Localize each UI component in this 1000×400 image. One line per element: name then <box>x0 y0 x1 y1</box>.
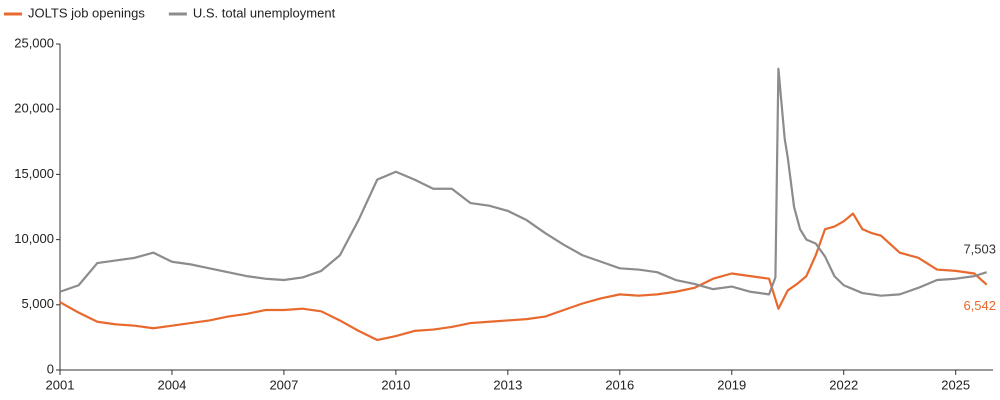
y-tick-label: 0 <box>47 361 54 376</box>
x-tick-label: 2022 <box>829 377 858 392</box>
x-tick-label: 2007 <box>269 377 298 392</box>
x-tick-label: 2010 <box>381 377 410 392</box>
y-tick-label: 10,000 <box>14 231 54 246</box>
x-tick-label: 2025 <box>941 377 970 392</box>
x-tick-label: 2013 <box>493 377 522 392</box>
end-value-label: 6,542 <box>963 298 996 313</box>
y-tick-label: 5,000 <box>21 296 54 311</box>
y-tick-label: 20,000 <box>14 101 54 116</box>
series-line <box>59 212 988 342</box>
series-line <box>59 67 987 297</box>
x-tick-label: 2019 <box>717 377 746 392</box>
y-tick-label: 15,000 <box>14 166 54 181</box>
legend-label: U.S. total unemployment <box>193 5 336 20</box>
end-value-label: 7,503 <box>963 242 996 257</box>
x-tick-label: 2004 <box>157 377 186 392</box>
y-tick-label: 25,000 <box>14 35 54 50</box>
x-tick-label: 2016 <box>605 377 634 392</box>
legend-label: JOLTS job openings <box>28 5 145 20</box>
x-tick-label: 2001 <box>46 377 75 392</box>
